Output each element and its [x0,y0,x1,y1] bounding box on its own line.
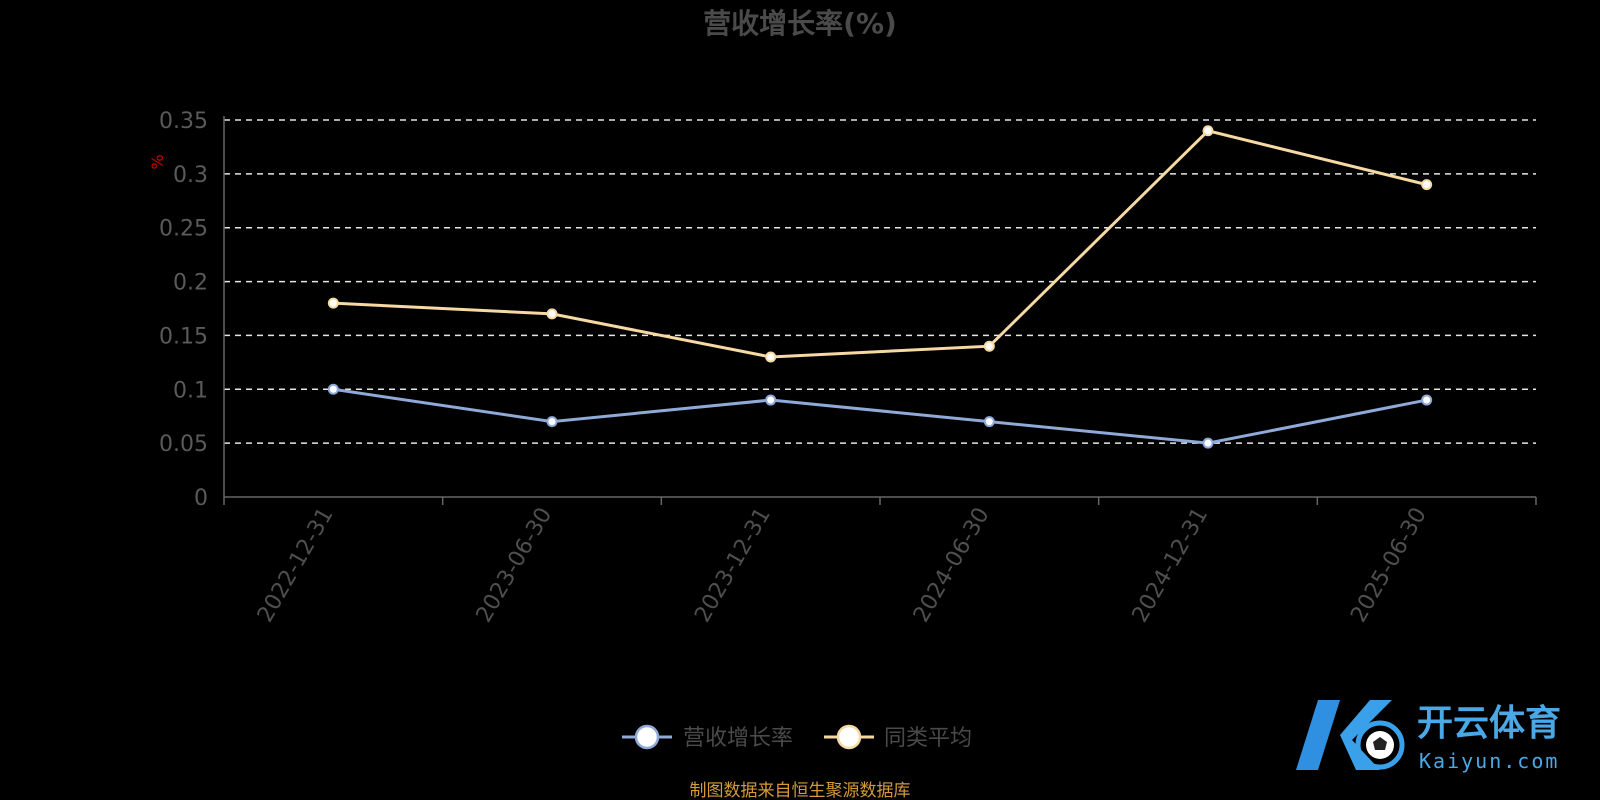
y-tick-label: 0.15 [159,324,208,349]
watermark-site: Kaiyun.com [1419,749,1559,773]
legend[interactable]: 营收增长率 同类平均 [622,724,972,751]
watermark-brand: 开云体育 [1417,703,1561,744]
x-tick-label: 2023-06-30 [472,504,558,627]
data-point[interactable] [765,394,777,406]
legend-label: 营收增长率 [683,726,793,751]
axis-layer: 0 0.05 0.1 0.15 0.2 0.25 0.3 0.35 2022-12-31 2023… [159,109,1537,627]
data-point[interactable] [327,297,339,309]
data-point[interactable] [1202,437,1214,449]
watermark-logo: 开云体育 Kaiyun.com [1296,700,1561,773]
y-tick-label: 0.3 [173,163,208,188]
data-point[interactable] [1421,394,1433,406]
legend-marker [836,724,862,750]
y-axis-unit: % [148,154,167,169]
y-tick-label: 0.05 [159,432,208,457]
data-point[interactable] [546,308,558,320]
y-tick-label: 0.2 [173,271,208,296]
series-line [333,129,1428,359]
data-point[interactable] [327,383,339,395]
y-tick-label: 0.25 [159,217,208,242]
y-tick-label: 0 [194,486,208,511]
data-point[interactable] [1202,125,1214,137]
x-tick-label: 2022-12-31 [253,504,339,627]
data-point[interactable] [765,351,777,363]
data-point[interactable] [546,416,558,428]
chart-title: 营收增长率(%) [703,7,897,40]
x-tick-label: 2023-12-31 [690,504,776,627]
y-tick-label: 0.1 [173,378,208,403]
data-point[interactable] [983,340,995,352]
data-point[interactable] [1421,179,1433,191]
series-line [333,387,1427,445]
source-note: 制图数据来自恒生聚源数据库 [690,781,911,800]
grid-layer [224,119,1536,444]
y-tick-label: 0.35 [159,109,208,134]
x-tick-label: 2025-06-30 [1346,504,1432,627]
x-tick-label: 2024-12-31 [1128,504,1214,627]
legend-label: 同类平均 [884,726,972,751]
series-layer [327,125,1433,449]
legend-item[interactable]: 营收增长率 [622,724,793,751]
x-tick-label: 2024-06-30 [909,503,995,626]
data-point[interactable] [983,416,995,428]
legend-marker [634,724,660,750]
kaiyun-logo-icon [1296,700,1405,770]
legend-item[interactable]: 同类平均 [824,724,972,751]
